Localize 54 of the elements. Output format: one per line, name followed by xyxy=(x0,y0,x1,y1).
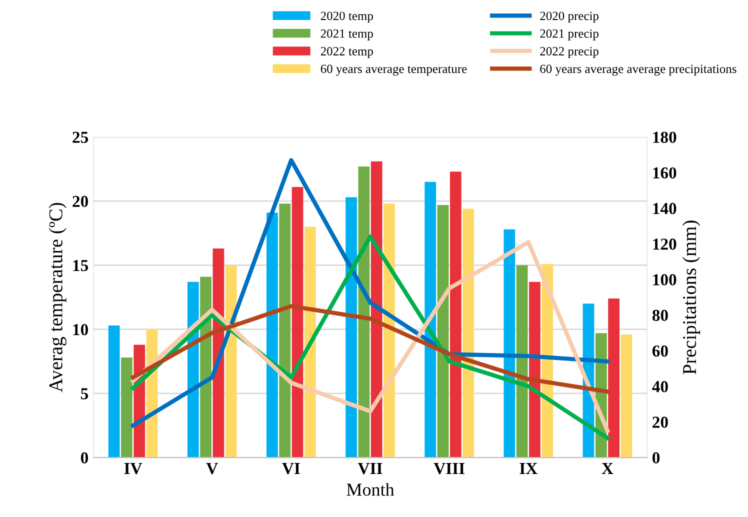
x-axis-title: Month xyxy=(346,483,394,496)
bar xyxy=(620,334,632,458)
x-tick-label: IX xyxy=(520,463,538,474)
bar xyxy=(346,197,357,458)
legend-label: 2020 precip xyxy=(540,12,598,23)
y-tick-label: 0 xyxy=(80,452,88,464)
legend-label: 2021 precip xyxy=(540,29,598,40)
x-tick-label: VI xyxy=(282,463,300,474)
x-tick-label: VII xyxy=(358,463,382,474)
bar xyxy=(370,161,382,458)
y2-tick-label: 60 xyxy=(652,345,668,357)
y-tick-label: 20 xyxy=(72,196,88,208)
y2-tick-label: 40 xyxy=(652,381,668,392)
y2-tick-label: 120 xyxy=(653,238,676,250)
bar xyxy=(358,166,370,458)
bar xyxy=(462,208,474,458)
x-tick-label: X xyxy=(602,463,614,474)
y2-tick-label: 20 xyxy=(652,416,668,428)
legend-label: 2022 precip xyxy=(540,47,598,58)
legend-label: 2021 temp xyxy=(320,29,373,40)
bar xyxy=(279,204,291,458)
bar xyxy=(121,358,132,458)
y-tick-label: 15 xyxy=(73,260,88,272)
line-series xyxy=(130,158,610,428)
y2-tick-label: 80 xyxy=(652,310,668,322)
y2-tick-label: 160 xyxy=(653,167,676,179)
bar xyxy=(450,172,462,458)
y2-tick-label: 180 xyxy=(653,132,676,143)
bar xyxy=(608,298,620,458)
y-tick-label: 10 xyxy=(73,324,88,336)
y-tick-label: 5 xyxy=(80,388,88,400)
x-tick-label: IV xyxy=(124,463,142,474)
x-tick-label: VIII xyxy=(434,463,465,474)
x-tick-label: V xyxy=(206,463,218,474)
bar xyxy=(304,226,316,458)
y-axis-title: Averag temperature (ºC) xyxy=(48,202,66,392)
bar xyxy=(516,265,528,458)
bar xyxy=(424,182,436,458)
y2-tick-label: 0 xyxy=(652,452,660,464)
bar xyxy=(266,212,278,458)
bar xyxy=(108,325,120,458)
bar xyxy=(529,282,540,458)
y2-tick-label: 140 xyxy=(653,202,676,214)
legend-label: 2020 temp xyxy=(320,12,373,23)
y2-axis-title: Precipitations (mm) xyxy=(682,220,700,374)
legend-label: 60 years average average precipitations xyxy=(540,64,736,76)
line-series xyxy=(130,304,610,394)
y-tick-label: 25 xyxy=(72,132,88,143)
legend-label: 2022 temp xyxy=(320,47,373,58)
legend-label: 60 years average temperature xyxy=(320,64,467,76)
bar xyxy=(504,229,516,458)
bar xyxy=(292,187,304,458)
bar xyxy=(437,204,449,458)
y2-tick-label: 100 xyxy=(653,274,676,286)
